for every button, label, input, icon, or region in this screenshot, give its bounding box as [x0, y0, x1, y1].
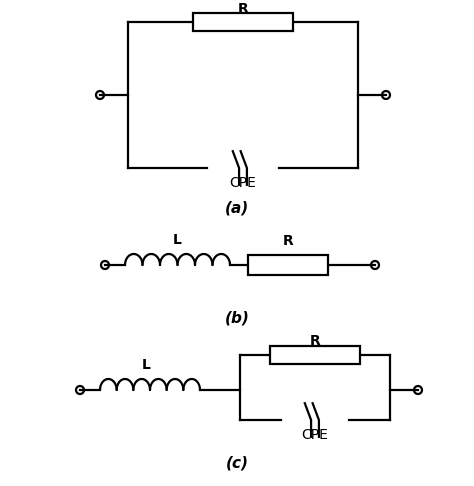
Bar [248, 255, 328, 275]
Text: R: R [283, 234, 293, 248]
Text: CPE: CPE [229, 176, 256, 190]
Bar [193, 13, 293, 31]
Text: CPE: CPE [301, 428, 328, 442]
Text: (a): (a) [225, 200, 249, 215]
Text: R: R [310, 334, 320, 348]
Text: (c): (c) [226, 455, 248, 470]
Text: L: L [173, 233, 182, 247]
Text: (b): (b) [225, 310, 249, 325]
Text: R: R [237, 2, 248, 16]
Text: L: L [142, 358, 150, 372]
Bar [270, 346, 360, 364]
